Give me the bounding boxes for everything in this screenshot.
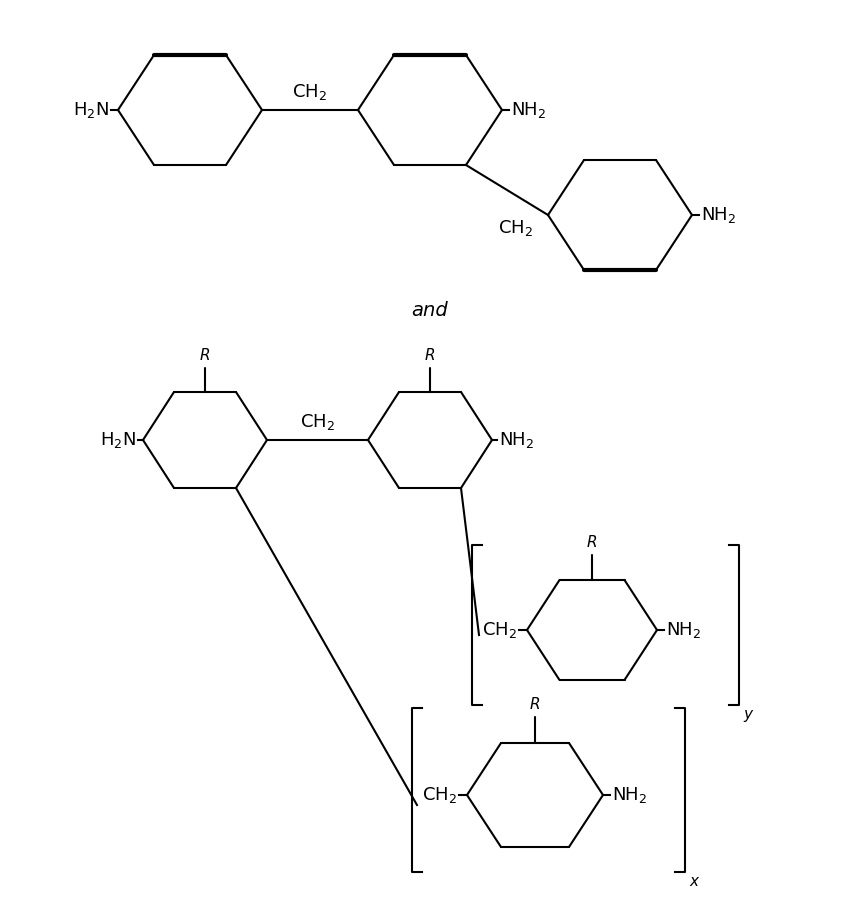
Text: NH$_2$: NH$_2$ — [511, 100, 546, 120]
Text: and: and — [412, 300, 448, 319]
Text: NH$_2$: NH$_2$ — [701, 205, 736, 225]
Text: R: R — [530, 697, 540, 712]
Text: NH$_2$: NH$_2$ — [499, 430, 534, 450]
Text: y: y — [743, 707, 752, 722]
Text: NH$_2$: NH$_2$ — [666, 620, 701, 640]
Text: CH$_2$: CH$_2$ — [292, 82, 328, 102]
Text: R: R — [587, 535, 598, 550]
Text: H$_2$N: H$_2$N — [73, 100, 109, 120]
Text: x: x — [689, 874, 698, 889]
Text: CH$_2$: CH$_2$ — [422, 785, 457, 805]
Text: CH$_2$: CH$_2$ — [300, 412, 335, 432]
Text: R: R — [425, 348, 435, 364]
Text: NH$_2$: NH$_2$ — [612, 785, 648, 805]
Text: CH$_2$: CH$_2$ — [498, 218, 533, 238]
Text: R: R — [200, 348, 211, 364]
Text: H$_2$N: H$_2$N — [100, 430, 136, 450]
Text: CH$_2$: CH$_2$ — [482, 620, 517, 640]
